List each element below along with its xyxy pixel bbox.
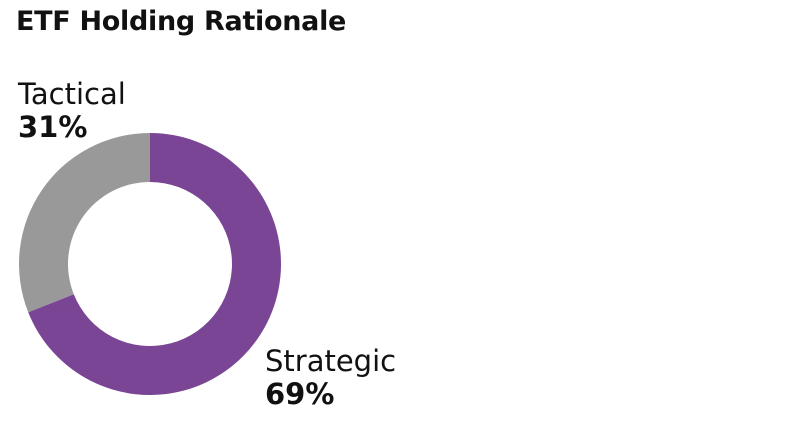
slice-label-strategic: Strategic 69%: [265, 344, 397, 412]
chart-title: ETF Holding Rationale: [16, 6, 347, 37]
slice-name-tactical: Tactical: [18, 77, 126, 111]
slice-tactical: [19, 133, 151, 313]
slice-value-strategic: 69%: [265, 377, 335, 412]
slice-strategic: [28, 133, 282, 395]
slice-label-tactical: Tactical 31%: [18, 77, 126, 145]
slice-value-tactical: 31%: [18, 110, 88, 145]
slice-name-strategic: Strategic: [265, 344, 397, 378]
